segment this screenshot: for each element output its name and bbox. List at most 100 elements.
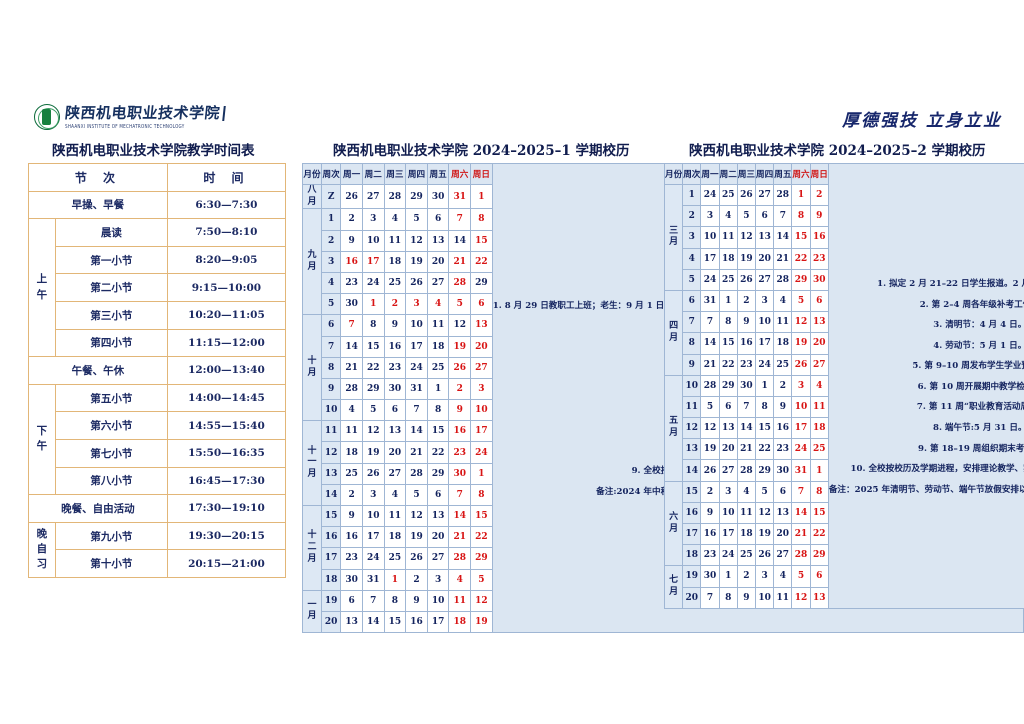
calendar-day-cell: 3	[470, 377, 493, 401]
calendar-day-cell: 19	[791, 332, 811, 355]
calendar-day-cell: 1	[718, 289, 738, 313]
schedule-row: 第三小节 10:20—11:05	[29, 300, 287, 330]
calendar-day-cell: 13	[809, 311, 829, 334]
schedule-row: 下午第五小节 14:00—14:45	[28, 383, 287, 496]
calendar-day-cell: 21	[736, 438, 757, 461]
calendar-day-cell: 28	[773, 268, 793, 291]
calendar-day-cell: 4	[340, 399, 363, 422]
calendar-week-number: 1	[682, 183, 702, 207]
calendar-note-item: 4. 劳动节：5 月 1 日。	[933, 340, 1024, 351]
calendar-day-cell: 26	[448, 356, 472, 379]
calendar-week-number: 19	[682, 565, 702, 588]
calendar-week-number: 12	[320, 441, 342, 464]
calendar-day-cell: 7	[405, 399, 428, 422]
calendar-day-cell: 18	[736, 522, 757, 546]
calendar-day-cell: 20	[773, 522, 793, 546]
calendar-day-cell: 16	[700, 522, 720, 546]
calendar-day-cell: 30	[809, 268, 829, 291]
schedule-row: 第二小节 9:15—10:00	[29, 273, 287, 302]
calendar-day-cell: 16	[340, 526, 363, 549]
calendar-day-cell: 19	[405, 526, 428, 549]
calendar-week-row: 八月 Z 26 27 28 29 30 31 1	[302, 183, 1024, 210]
calendar-day-cell: 20	[718, 438, 738, 461]
calendar-day-cell: 16	[405, 610, 428, 634]
calendar-week-row: 十月 6 7 8 9 10 11 12 13	[302, 314, 1024, 422]
calendar-day-cell: 2	[340, 483, 363, 507]
calendar-day-cell: 13	[340, 610, 363, 634]
schedule-period-time: 7:50—8:10	[166, 218, 287, 247]
calendar-week-number: 5	[320, 293, 342, 316]
calendar-day-cell: 27	[809, 353, 829, 376]
calendar-column-header: 周四	[755, 163, 775, 185]
schedule-period-time: 14:55—15:40	[166, 411, 287, 440]
calendar-week-number: 19	[320, 589, 342, 612]
calendar-day-cell: 4	[383, 208, 407, 231]
calendar-week-row: 四月 6 31 1 2 3 4 5 6	[663, 289, 1024, 376]
calendar-day-cell: 23	[340, 547, 363, 570]
calendar-day-cell: 5	[405, 208, 428, 231]
calendar-day-cell: 12	[791, 311, 811, 334]
calendar-column-header: 周六	[791, 163, 811, 185]
schedule-period-time: 19:30—20:15	[166, 521, 287, 551]
calendar-day-cell: 27	[426, 547, 450, 570]
calendar-day-cell: 4	[448, 568, 472, 591]
calendar-day-cell: 5	[755, 480, 775, 503]
calendar-day-cell: 23	[773, 438, 793, 461]
schedule-period-time: 20:15—21:00	[166, 549, 287, 578]
calendar-day-cell: 5	[448, 293, 472, 316]
calendar-day-cell: 6	[809, 565, 829, 588]
calendar-column-header: 周六	[448, 163, 472, 185]
calendar-day-cell: 28	[405, 462, 428, 485]
calendar-day-cell: 28	[448, 271, 472, 295]
schedule-period-name: 第八小节	[54, 466, 168, 496]
calendar-note-item: 7. 第 11 周“职业教育活动周”。	[916, 402, 1024, 413]
calendar-day-cell: 12	[755, 501, 775, 525]
calendar-day-cell: 5	[361, 399, 385, 422]
calendar-day-cell: 18	[448, 610, 472, 634]
calendar-day-cell: 27	[426, 271, 450, 295]
calendar-day-cell: 18	[383, 526, 407, 549]
calendar-day-cell: 13	[755, 226, 775, 249]
calendar-day-cell: 2	[405, 568, 428, 591]
logo-english-name: SHAANXI INSTITUTE OF MECHATRONIC TECHNOL…	[65, 122, 185, 129]
calendar-week-row: 十一月 11 11 12 13 14 15 16 17	[302, 420, 1024, 506]
calendar-day-cell: 20	[755, 247, 775, 270]
calendar-day-cell: 29	[470, 271, 493, 295]
schedule-period-time: 15:50—16:35	[166, 438, 287, 468]
calendar-day-cell: 25	[809, 438, 829, 461]
calendar-day-cell: 24	[700, 268, 720, 291]
calendar-day-cell: 3	[755, 289, 775, 313]
calendar-day-cell: 25	[383, 547, 407, 570]
calendar-day-cell: 3	[700, 205, 720, 228]
calendar-day-cell: 25	[718, 183, 738, 207]
calendar-day-cell: 8	[718, 311, 738, 334]
calendar-column-header: 周一	[700, 163, 720, 185]
schedule-period-time: 12:00—13:40	[166, 356, 287, 385]
calendar-day-cell: 24	[470, 441, 493, 464]
calendar-week-row: 16 16 17 18 19 20 21 22	[303, 526, 1024, 549]
calendar-day-cell: 5	[736, 205, 757, 228]
calendar-week-row: 17 16 17 18 19 20 21 22	[665, 522, 1024, 546]
calendar-day-cell: 18	[340, 441, 363, 464]
calendar-day-cell: 30	[340, 293, 363, 316]
calendar-day-cell: 6	[426, 208, 450, 231]
calendar-day-cell: 14	[340, 335, 363, 358]
calendar-day-cell: 25	[383, 271, 407, 295]
calendar-day-cell: 31	[791, 459, 811, 482]
calendar-2-title: 陕西机电职业技术学院 2024–2025–2 学期校历	[689, 143, 986, 159]
calendar-day-cell: 17	[426, 610, 450, 634]
schedule-row: 第十小节 20:15—21:00	[29, 549, 287, 578]
calendar-day-cell: 12	[405, 504, 428, 528]
calendar-week-number: 20	[682, 586, 702, 609]
schedule-row: 第八小节 16:45—17:30	[29, 466, 287, 496]
calendar-day-cell: 21	[791, 522, 811, 546]
calendar-day-cell: 9	[736, 586, 757, 609]
schedule-header-row: 节 次时 间	[28, 163, 287, 192]
calendar-day-cell: 23	[340, 271, 363, 295]
calendar-day-cell: 4	[773, 289, 793, 313]
calendar-day-cell: 10	[718, 501, 738, 525]
calendar-day-cell: 4	[383, 483, 407, 507]
calendar-week-number: 1	[320, 208, 342, 231]
calendar-day-cell: 27	[755, 183, 775, 207]
